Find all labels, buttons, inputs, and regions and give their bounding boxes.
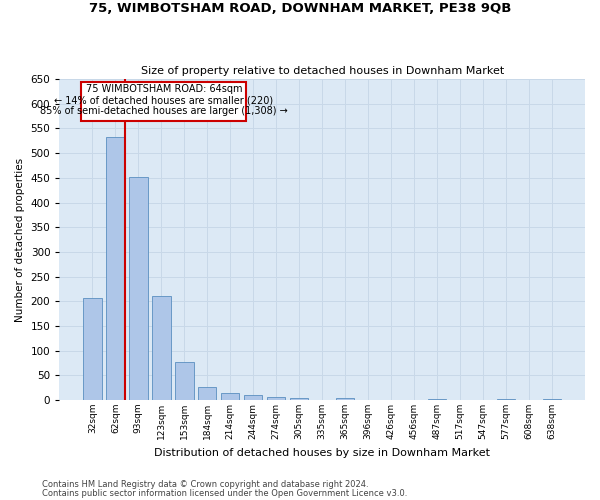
Text: 75 WIMBOTSHAM ROAD: 64sqm: 75 WIMBOTSHAM ROAD: 64sqm [86,84,242,94]
Bar [497,399,515,400]
Bar [290,398,308,400]
Bar [83,298,101,400]
Bar [221,392,239,400]
Bar [129,177,148,400]
Text: ← 14% of detached houses are smaller (220): ← 14% of detached houses are smaller (22… [55,95,274,105]
Bar [175,362,194,400]
Y-axis label: Number of detached properties: Number of detached properties [15,158,25,322]
Bar [428,399,446,400]
Text: 75, WIMBOTSHAM ROAD, DOWNHAM MARKET, PE38 9QB: 75, WIMBOTSHAM ROAD, DOWNHAM MARKET, PE3… [89,2,511,16]
Text: 85% of semi-detached houses are larger (1,308) →: 85% of semi-detached houses are larger (… [40,106,288,117]
Bar [543,399,561,400]
Bar [152,296,170,400]
Bar [336,398,355,400]
Bar [198,386,217,400]
Bar [106,137,125,400]
Title: Size of property relative to detached houses in Downham Market: Size of property relative to detached ho… [140,66,504,76]
FancyBboxPatch shape [82,82,247,120]
Bar [267,396,286,400]
Text: Contains public sector information licensed under the Open Government Licence v3: Contains public sector information licen… [42,488,407,498]
Bar [244,394,262,400]
X-axis label: Distribution of detached houses by size in Downham Market: Distribution of detached houses by size … [154,448,490,458]
Text: Contains HM Land Registry data © Crown copyright and database right 2024.: Contains HM Land Registry data © Crown c… [42,480,368,489]
